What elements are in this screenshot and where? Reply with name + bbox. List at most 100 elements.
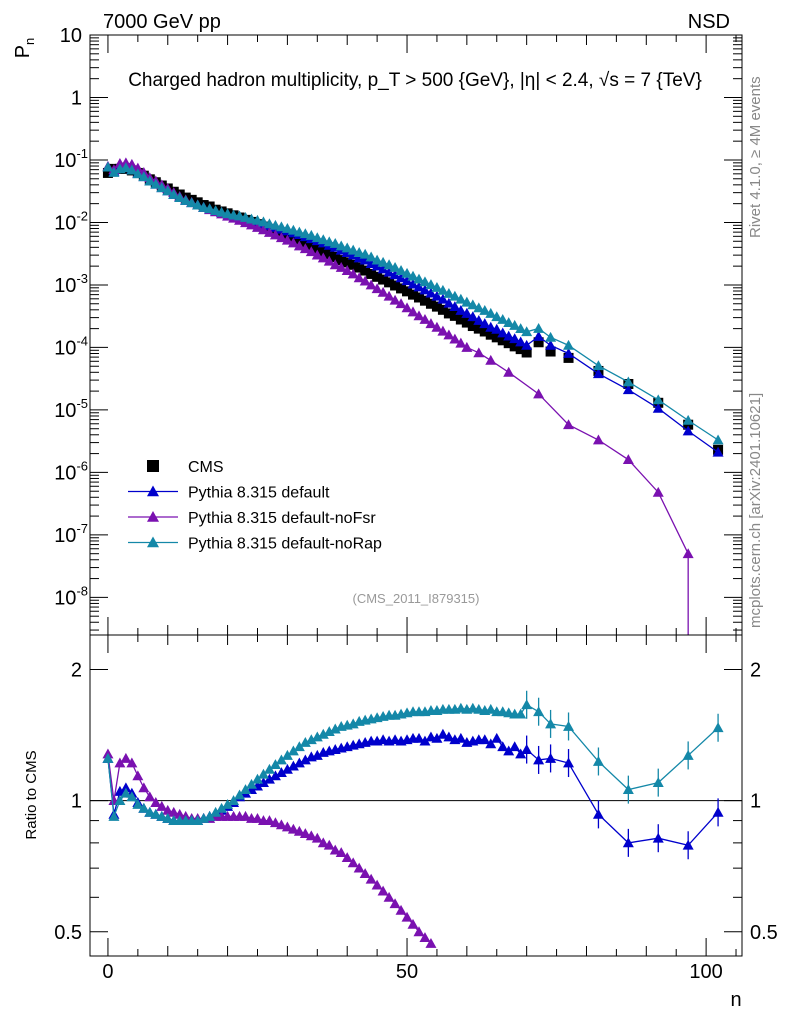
data-point-triangle (275, 232, 287, 243)
data-point-triangle (299, 736, 311, 747)
data-point-triangle (533, 754, 545, 765)
data-point-triangle (455, 293, 467, 304)
data-point-triangle (383, 290, 395, 301)
legend-label: CMS (188, 459, 224, 476)
data-point-triangle (263, 773, 275, 784)
data-point-triangle (563, 347, 575, 358)
data-point-triangle (147, 485, 159, 497)
data-point-square (384, 277, 395, 288)
data-point-triangle (359, 254, 371, 265)
data-point-triangle (485, 703, 497, 714)
data-point-triangle (365, 279, 377, 290)
data-point-triangle (365, 873, 377, 884)
ratio-y-tick-label-right: 2 (750, 659, 761, 681)
data-point-triangle (275, 767, 287, 777)
data-point-triangle (509, 333, 521, 344)
data-point-triangle (147, 511, 159, 522)
ratio-x-axis: 0 50 100 (102, 635, 737, 983)
data-point-triangle (317, 728, 329, 739)
data-point-triangle (449, 290, 461, 301)
data-point-triangle (317, 234, 329, 245)
data-point-triangle (305, 246, 317, 257)
data-point-triangle (293, 741, 305, 752)
data-point-triangle (269, 817, 281, 828)
data-point-triangle (281, 223, 293, 233)
data-point-square (342, 257, 353, 268)
data-point-triangle (263, 763, 275, 774)
data-point-triangle (383, 259, 395, 270)
data-point-triangle (144, 806, 156, 817)
data-point-triangle (210, 205, 222, 215)
data-point-triangle (389, 269, 401, 280)
data-point-triangle (437, 325, 449, 336)
data-point-triangle (712, 446, 724, 457)
data-point-triangle (365, 258, 377, 268)
data-point-triangle (682, 414, 694, 425)
data-point-triangle (395, 265, 407, 275)
data-point-triangle (479, 734, 491, 745)
data-point-triangle (138, 782, 150, 793)
beam-label: 7000 GeV pp (103, 11, 221, 33)
data-point-triangle (479, 304, 491, 315)
data-point-triangle (162, 804, 174, 815)
data-point-triangle (682, 839, 694, 850)
data-point-triangle (162, 185, 174, 196)
data-point-triangle (371, 254, 383, 265)
data-point-triangle (126, 791, 138, 802)
data-point-triangle (222, 798, 234, 809)
data-point-triangle (323, 255, 335, 266)
data-point-triangle (150, 808, 162, 819)
data-point-triangle (431, 321, 443, 332)
data-point-triangle (251, 222, 263, 232)
data-point-triangle (419, 313, 431, 324)
data-point-triangle (150, 797, 162, 807)
data-point-square (455, 314, 466, 325)
data-point-triangle (473, 302, 485, 313)
data-point-triangle (401, 911, 413, 922)
data-point-triangle (251, 813, 263, 823)
data-point-triangle (150, 178, 162, 189)
data-point-triangle (419, 735, 431, 746)
data-point-triangle (395, 298, 407, 309)
data-point-square (324, 249, 335, 260)
data-point-square (437, 304, 448, 315)
data-point-triangle (419, 932, 431, 942)
data-point-triangle (413, 926, 425, 937)
data-point-triangle (335, 240, 347, 251)
data-point-triangle (311, 731, 323, 742)
data-point-triangle (545, 331, 557, 342)
data-point-triangle (431, 282, 443, 292)
data-point-square (503, 338, 514, 349)
data-point-triangle (407, 306, 419, 317)
data-point-triangle (120, 782, 132, 793)
data-point-square (354, 262, 365, 273)
data-point-triangle (132, 770, 144, 781)
ratio-y-tick-label-right: 1 (750, 791, 761, 813)
data-point-triangle (449, 301, 461, 312)
data-point-triangle (138, 171, 150, 182)
data-point-triangle (425, 279, 437, 290)
main-y-tick-label: 10-8 (54, 583, 88, 609)
data-point-triangle (533, 388, 545, 399)
data-point-triangle (473, 347, 485, 358)
data-point-triangle (515, 748, 527, 759)
data-point-triangle (168, 189, 180, 199)
data-point-square (521, 347, 532, 358)
data-point-triangle (461, 307, 473, 318)
data-point-triangle (521, 326, 533, 337)
data-point-triangle (521, 744, 533, 754)
ratio-series-2 (102, 690, 724, 825)
ratio-panel: 0.5 0.5 1 1 2 2 0 50 100 (54, 634, 778, 983)
main-y-tick-label: 10 (60, 25, 82, 47)
data-point-triangle (371, 879, 383, 890)
data-point-triangle (592, 755, 604, 766)
data-point-triangle (443, 329, 455, 340)
data-point-triangle (425, 318, 437, 329)
data-point-square (461, 317, 472, 328)
data-point-triangle (533, 706, 545, 717)
data-point-triangle (293, 757, 305, 768)
data-point-triangle (443, 297, 455, 308)
data-point-triangle (491, 311, 503, 322)
data-point-square (449, 310, 460, 321)
